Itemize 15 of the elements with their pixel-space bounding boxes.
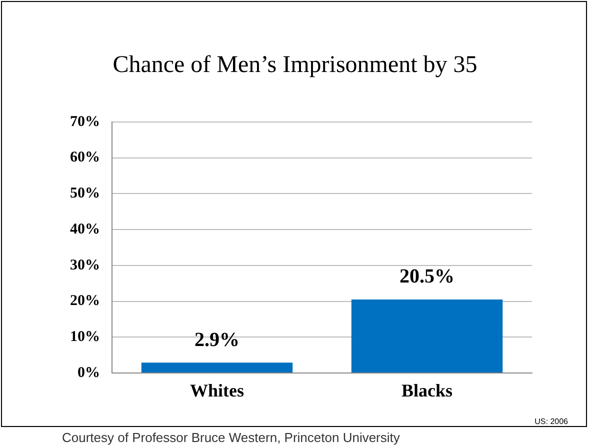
y-tick-label: 60%: [70, 150, 100, 166]
data-label: 20.5%: [400, 266, 454, 288]
y-tick-label: 30%: [70, 257, 100, 274]
chart-title: Chance of Men’s Imprisonment by 35: [112, 52, 478, 79]
text: Courtesy of Professor Bruce Western, Princeton University: [62, 430, 400, 445]
x-tick-label: Whites: [190, 380, 244, 400]
y-tick-label: 10%: [70, 329, 100, 346]
data-label: 2.9%: [194, 328, 240, 351]
x-tick-label: Blacks: [401, 380, 453, 400]
y-tick-label: 50%: [70, 186, 100, 202]
y-tick-label: 20%: [70, 293, 100, 310]
y-tick-label: 0%: [78, 364, 100, 381]
text: US: 2006: [534, 417, 568, 426]
y-tick-label: 40%: [70, 221, 100, 238]
y-tick-label: 70%: [70, 114, 100, 130]
